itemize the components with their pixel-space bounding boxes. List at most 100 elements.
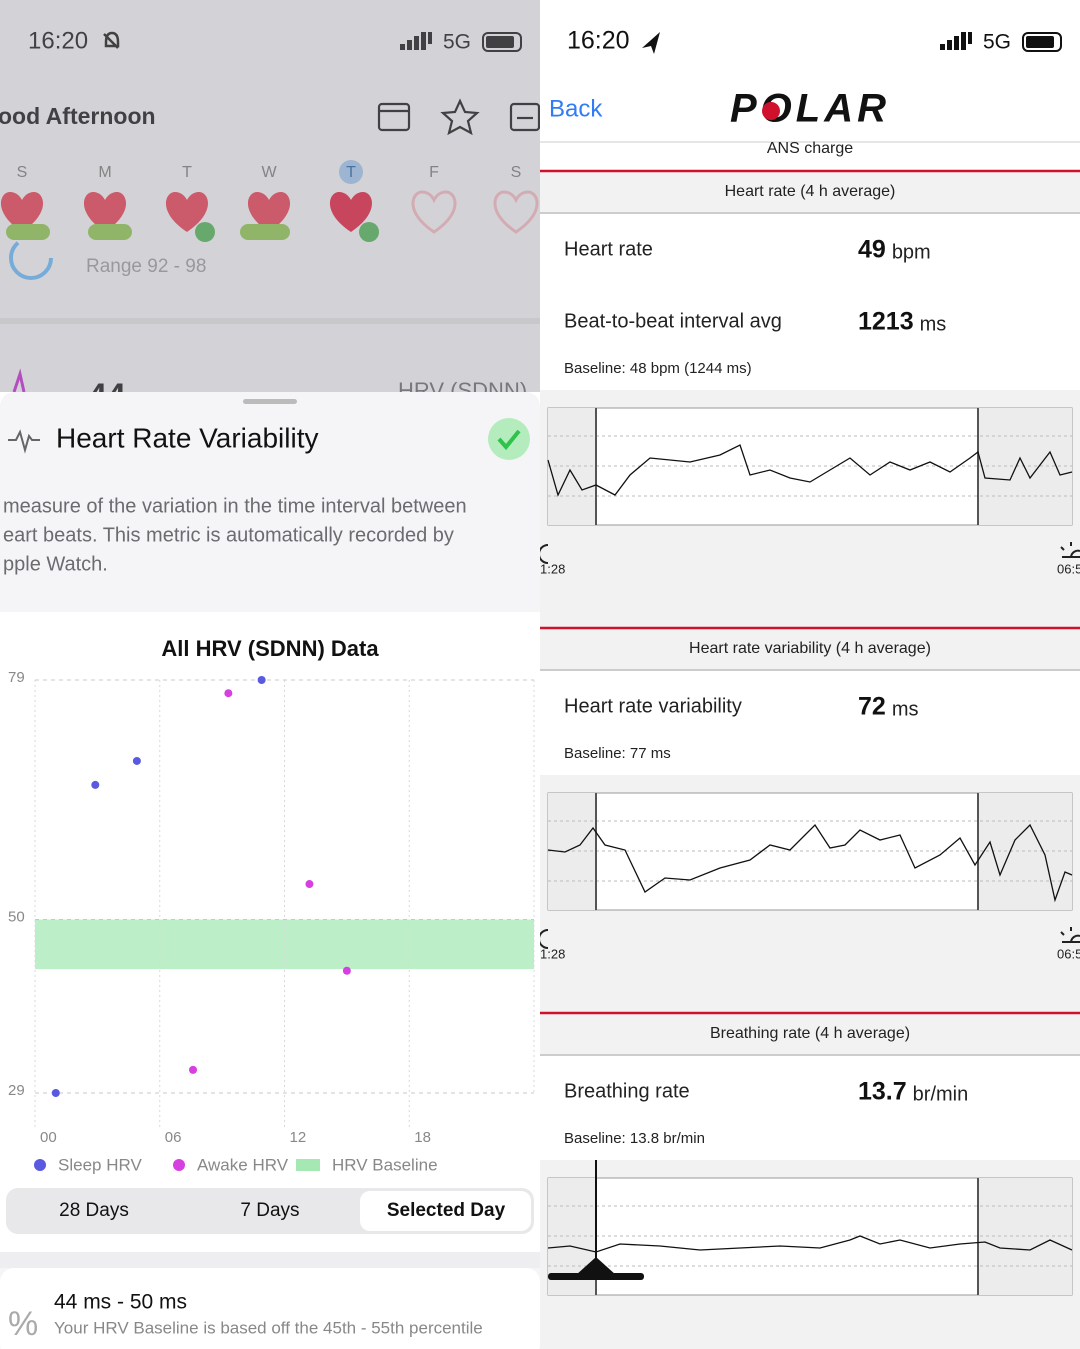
segment[interactable]: 28 Days xyxy=(59,1200,129,1221)
metric-icon xyxy=(12,368,26,393)
trend-line xyxy=(547,1235,1073,1253)
signal-icon xyxy=(400,32,432,50)
week-day: T xyxy=(182,164,192,181)
legend-label: Sleep HRV xyxy=(58,1155,142,1174)
segment[interactable]: Selected Day xyxy=(387,1200,506,1221)
week-day: F xyxy=(429,164,439,181)
cursor-bar xyxy=(548,1273,644,1280)
x-tick-label: 00 xyxy=(40,1129,57,1146)
segment-selected xyxy=(360,1191,531,1231)
right-panel: 16:20 5G Back POLAR ANS charge Heart rat… xyxy=(540,0,1080,1349)
row-unit: ms xyxy=(920,313,947,335)
silent-icon xyxy=(103,31,120,49)
greeting: ood Afternoon xyxy=(0,103,156,129)
moon-icon xyxy=(540,929,549,949)
x-tick-label: 12 xyxy=(290,1129,307,1146)
logo-dot xyxy=(762,102,780,120)
data-point xyxy=(257,676,266,684)
y-tick-label: 50 xyxy=(8,909,25,926)
battery-level xyxy=(1026,36,1054,48)
end-time: 06:5 xyxy=(1057,561,1080,576)
row-value: 1213 xyxy=(858,308,914,336)
section-title: Heart rate variability (4 h average) xyxy=(689,640,931,657)
percent-icon: % xyxy=(8,1305,38,1343)
data-point xyxy=(91,780,100,789)
heart-row xyxy=(0,190,539,242)
baseline-text: Your HRV Baseline is based off the 45th … xyxy=(54,1318,483,1337)
brand-logo: POLAR xyxy=(730,87,890,131)
x-tick-label: 06 xyxy=(165,1129,182,1146)
data-point xyxy=(189,1065,198,1074)
row-label: Heart rate xyxy=(564,238,653,260)
start-time: 1:28 xyxy=(540,561,565,576)
divider xyxy=(0,318,540,324)
data-point xyxy=(51,1089,60,1097)
row-label: Heart rate variability xyxy=(564,695,742,717)
moon-icon xyxy=(540,544,549,564)
week-day: S xyxy=(511,164,522,181)
row-label: Beat-to-beat interval avg xyxy=(564,310,782,332)
data-point xyxy=(342,966,351,975)
data-point xyxy=(132,756,141,765)
segment[interactable]: 7 Days xyxy=(240,1200,299,1221)
trend-line xyxy=(547,444,1073,497)
description-line: measure of the variation in the time int… xyxy=(3,495,467,517)
gap xyxy=(0,1252,540,1268)
header: ANS charge xyxy=(767,140,853,157)
week-day: S xyxy=(17,164,28,181)
sun-icon xyxy=(1060,927,1080,943)
week-day: T xyxy=(346,164,356,181)
network-label: 5G xyxy=(983,31,1011,54)
hrv-icon xyxy=(8,429,40,454)
y-tick-label: 29 xyxy=(8,1082,25,1099)
left-panel: 16:20 5G ood Afternoon S M T W T F S Range 92 … xyxy=(0,0,540,1349)
section-band xyxy=(540,171,1080,213)
data-point xyxy=(305,880,314,889)
week-day: W xyxy=(261,164,277,181)
sun-icon xyxy=(1060,542,1080,558)
description-line: eart beats. This metric is automatically… xyxy=(3,524,454,546)
range-label: Range 92 - 98 xyxy=(86,256,206,277)
back-button[interactable]: Back xyxy=(549,95,603,122)
legend-label: HRV Baseline xyxy=(332,1155,438,1174)
signal-icon xyxy=(940,32,972,50)
row-label: Breathing rate xyxy=(564,1080,690,1102)
data-point xyxy=(224,689,233,698)
battery xyxy=(1022,32,1062,52)
check-mark xyxy=(497,429,521,451)
scatter-plot: 29 50 79 00 06 12 18 xyxy=(8,669,535,1146)
location-icon xyxy=(642,32,660,54)
status-time: 16:20 xyxy=(567,27,630,55)
row-unit: bpm xyxy=(892,241,931,263)
legend: Sleep HRV Awake HRV HRV Baseline xyxy=(34,1155,438,1174)
row-value: 49 xyxy=(858,236,886,264)
progress-ring xyxy=(9,236,53,280)
legend-swatch xyxy=(173,1159,185,1171)
cursor-handle xyxy=(576,1257,616,1275)
row-unit: br/min xyxy=(913,1083,969,1105)
row-value: 13.7 xyxy=(858,1078,907,1106)
legend-swatch xyxy=(296,1159,320,1171)
battery-level xyxy=(486,36,514,48)
chart-title: All HRV (SDNN) Data xyxy=(161,636,379,661)
baseline-label: Baseline: 48 bpm (1244 ms) xyxy=(564,360,752,377)
start-time: 1:28 xyxy=(540,946,565,961)
check-badge xyxy=(488,418,530,460)
status-time: 16:20 xyxy=(28,27,88,54)
baseline-label: Baseline: 13.8 br/min xyxy=(564,1130,705,1147)
battery xyxy=(482,32,522,52)
y-tick-label: 79 xyxy=(8,669,25,686)
legend-swatch xyxy=(34,1159,46,1171)
section-band xyxy=(540,628,1080,670)
row-value: 72 xyxy=(858,693,886,721)
today-marker xyxy=(339,160,363,184)
baseline-card xyxy=(0,1268,540,1349)
end-time: 06:5 xyxy=(1057,946,1080,961)
baseline-range: 44 ms - 50 ms xyxy=(54,1291,187,1314)
toolbar-icons xyxy=(377,98,540,136)
network-label: 5G xyxy=(443,31,471,54)
section-title: Breathing rate (4 h average) xyxy=(710,1025,910,1042)
trend-line xyxy=(547,823,1073,903)
